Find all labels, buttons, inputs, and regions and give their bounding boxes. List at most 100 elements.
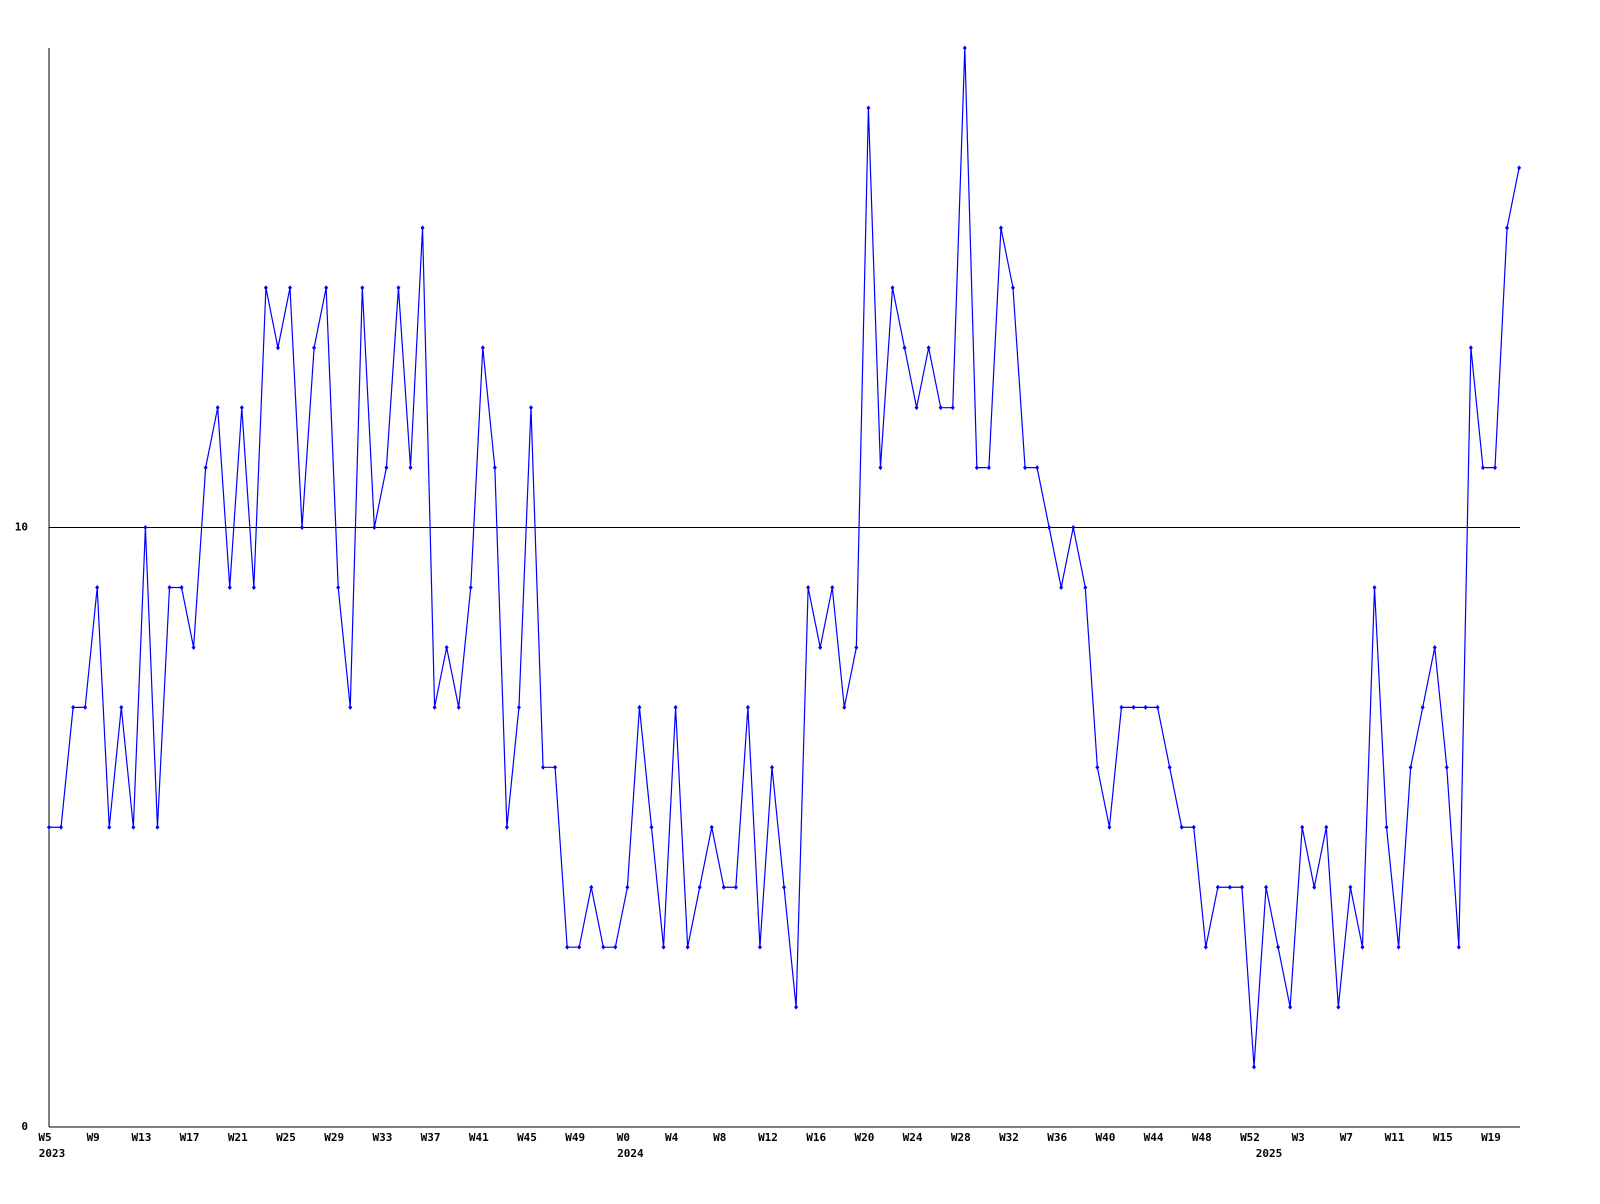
point <box>1083 585 1088 590</box>
point <box>1480 465 1485 471</box>
x-tick-label: W11 <box>1385 1131 1405 1144</box>
point <box>456 704 461 710</box>
line <box>49 47 1520 1068</box>
point <box>179 585 184 590</box>
x-tick-label: W41 <box>469 1131 489 1144</box>
x-tick-label: W0 <box>617 1131 630 1144</box>
x-tick-label: W9 <box>87 1131 100 1144</box>
x-tick-label: W37 <box>421 1131 441 1144</box>
point <box>589 884 594 890</box>
point <box>408 465 413 471</box>
y-tick-label: 0 <box>21 1120 28 1133</box>
point <box>1143 704 1148 710</box>
point <box>203 465 208 471</box>
x-tick-label: W44 <box>1144 1131 1164 1144</box>
point <box>1372 585 1377 590</box>
point <box>962 45 967 51</box>
x-tick-label: W7 <box>1340 1131 1353 1144</box>
point <box>432 704 437 710</box>
point <box>1408 764 1413 770</box>
point <box>1300 824 1305 830</box>
point <box>806 585 811 590</box>
x-tick-label: W24 <box>903 1131 923 1144</box>
point <box>492 465 497 471</box>
x-tick-label: W4 <box>665 1131 679 1144</box>
point <box>733 884 738 890</box>
point <box>1396 944 1401 950</box>
x-tick-label: W3 <box>1292 1131 1305 1144</box>
point <box>300 525 305 531</box>
point <box>59 824 64 830</box>
x-tick-label: W12 <box>758 1131 778 1144</box>
point <box>565 944 570 950</box>
point <box>1312 884 1317 890</box>
point <box>1131 704 1136 710</box>
point <box>251 585 256 590</box>
point <box>480 345 485 351</box>
x-tick-label: W36 <box>1047 1131 1067 1144</box>
x-tick-label: W15 <box>1433 1131 1453 1144</box>
x-tick-label: W28 <box>951 1131 971 1144</box>
x-tick-label: W48 <box>1192 1131 1212 1144</box>
point <box>1011 285 1015 291</box>
point <box>625 884 630 890</box>
point <box>697 884 702 890</box>
point <box>878 465 883 471</box>
point <box>1444 764 1449 770</box>
point <box>1047 525 1052 531</box>
point <box>95 585 100 590</box>
x-tick-label: W20 <box>854 1131 874 1144</box>
point <box>420 225 425 231</box>
point <box>685 944 690 950</box>
point <box>649 824 654 830</box>
point <box>770 764 774 770</box>
x-tick-label: W40 <box>1095 1131 1115 1144</box>
point <box>1227 884 1232 890</box>
x-tick-label: W19 <box>1481 1131 1501 1144</box>
point <box>601 944 606 950</box>
point <box>1264 884 1269 890</box>
point <box>782 884 787 890</box>
point <box>215 405 220 411</box>
x-group-label: 2025 <box>1256 1147 1283 1160</box>
point <box>227 585 232 590</box>
point <box>516 704 521 710</box>
point <box>239 405 244 411</box>
point <box>107 824 112 830</box>
point <box>263 285 268 291</box>
point <box>745 704 750 710</box>
point <box>1432 644 1437 650</box>
point <box>119 704 124 710</box>
point <box>1059 585 1064 590</box>
point <box>143 525 148 531</box>
point <box>818 644 823 650</box>
x-tick-label: W16 <box>806 1131 826 1144</box>
point <box>324 285 329 291</box>
point <box>336 585 341 590</box>
point <box>1167 764 1172 770</box>
point <box>914 405 919 411</box>
point <box>986 465 991 471</box>
point <box>1035 465 1040 471</box>
point <box>1155 704 1160 710</box>
x-group-label: 2024 <box>617 1147 644 1160</box>
x-tick-label: W45 <box>517 1131 537 1144</box>
point <box>866 105 871 111</box>
x-group-label: 2023 <box>39 1147 66 1160</box>
point <box>1360 944 1365 950</box>
point <box>1336 1004 1341 1010</box>
point <box>1505 225 1510 231</box>
point <box>1276 944 1281 950</box>
point <box>1456 944 1461 950</box>
point <box>167 585 172 590</box>
x-tick-label: W17 <box>180 1131 200 1144</box>
point <box>468 585 473 590</box>
x-tick-label: W8 <box>713 1131 726 1144</box>
point <box>348 704 353 710</box>
x-tick-label: W32 <box>999 1131 1019 1144</box>
point <box>998 225 1003 231</box>
point <box>890 285 895 291</box>
point <box>360 285 365 291</box>
point <box>1239 884 1244 890</box>
